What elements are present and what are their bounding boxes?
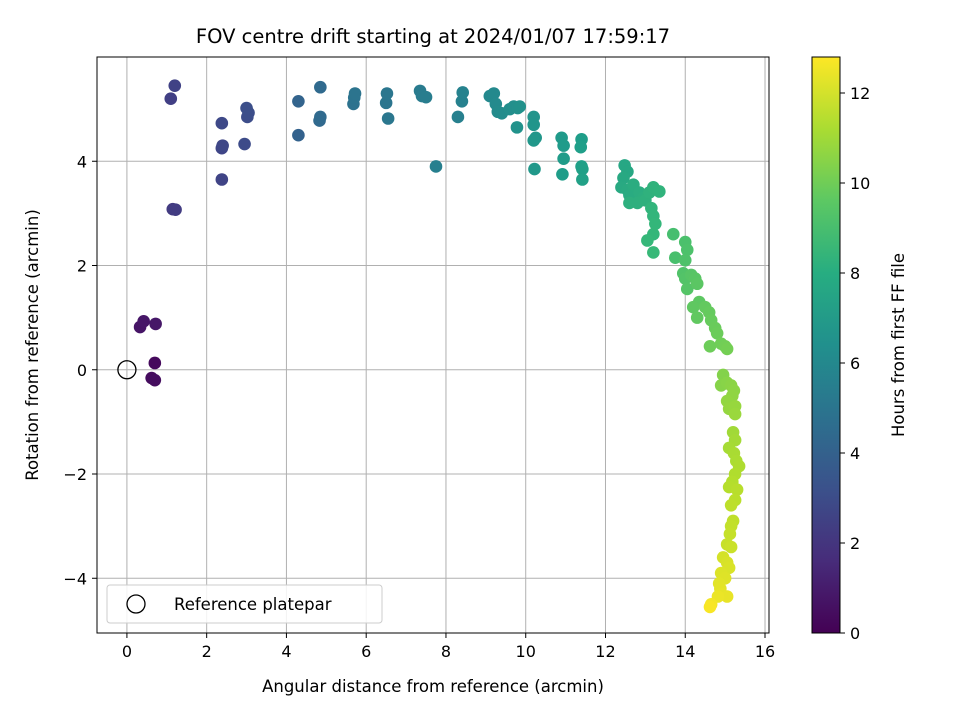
data-point-32 [429,160,443,173]
x-tick-label-1: 2 [202,642,212,661]
data-point-14 [238,137,251,151]
colorbar-tick-label-2: 4 [850,444,860,463]
data-point-50 [528,162,541,176]
data-point-93 [686,300,700,314]
x-tick-label-7: 14 [675,642,695,661]
chart-title: FOV centre drift starting at 2024/01/07 … [196,25,670,48]
legend-marker [126,594,146,614]
legend: Reference platepar [106,584,383,624]
data-point-123 [730,483,744,496]
data-point-10 [215,173,229,186]
grid-lines [97,57,769,633]
y-tick-label-4: 4 [77,152,87,171]
plot-frame [96,56,770,634]
reference-marker-layer [117,360,137,380]
data-point-18 [292,128,305,142]
data-point-49 [527,134,541,147]
x-tick-label-6: 12 [595,642,615,661]
colorbar: 0 2 4 6 8 10 12 Hours from first FF file [811,56,908,643]
data-point-82 [668,251,682,264]
data-point-53 [557,152,570,165]
x-tick-label-8: 16 [755,642,775,661]
data-point-2 [148,373,162,387]
data-point-54 [556,167,569,181]
reference-platepar-marker [117,360,137,380]
data-point-8 [164,92,178,106]
x-axis-ticks: 0 2 4 6 8 10 12 14 16 [122,633,775,661]
x-tick-label-4: 8 [441,642,451,661]
data-point-12 [216,139,229,152]
data-point-31 [419,90,433,104]
data-point-79 [641,234,654,247]
data-point-25 [348,87,362,100]
colorbar-tick-label-6: 12 [850,84,870,103]
data-points [133,79,746,614]
data-point-142 [703,600,717,614]
data-point-77 [649,217,662,231]
data-point-5 [149,317,162,331]
data-point-88 [680,282,694,296]
data-point-85 [678,253,692,267]
legend-entry-label: Reference platepar [174,595,332,614]
colorbar-tick-label-5: 10 [850,174,870,193]
colorbar-ticks: 0 2 4 6 8 10 12 [840,84,870,643]
data-point-80 [647,246,660,259]
x-tick-label-5: 10 [516,642,536,661]
data-point-94 [690,311,704,324]
data-point-37 [487,87,501,100]
data-point-28 [381,112,395,125]
colorbar-tick-label-1: 2 [850,534,860,553]
data-point-84 [680,243,694,257]
data-point-91 [690,277,704,291]
data-point-35 [456,86,470,99]
data-point-4 [137,314,150,328]
y-tick-label-2: 0 [77,361,87,380]
data-point-128 [723,527,737,541]
y-axis-label: Rotation from reference (arcmin) [23,209,42,481]
data-point-99 [710,326,724,340]
x-axis-label: Angular distance from reference (arcmin) [262,677,604,696]
data-point-125 [724,498,738,512]
data-point-130 [724,540,738,554]
x-tick-label-3: 6 [361,642,371,661]
data-point-56 [574,140,588,154]
x-tick-label-0: 0 [122,642,132,661]
legend-box [106,584,383,624]
data-point-21 [314,110,327,124]
data-point-52 [557,139,570,152]
data-point-103 [720,342,734,356]
data-point-74 [653,185,666,198]
data-point-100 [703,340,717,353]
data-point-45 [510,121,524,134]
data-point-13 [215,116,229,130]
colorbar-gradient [811,56,841,634]
y-tick-label-3: 2 [77,257,87,276]
colorbar-tick-label-0: 0 [850,624,860,643]
data-point-58 [576,162,589,176]
data-point-0 [148,356,162,370]
data-point-139 [720,590,734,603]
data-point-26 [379,96,393,110]
data-point-27 [380,87,394,100]
x-tick-label-2: 4 [281,642,291,661]
data-point-47 [527,118,541,132]
data-point-33 [451,110,465,124]
data-point-81 [666,227,680,241]
data-point-22 [314,80,327,94]
data-point-113 [728,407,742,421]
data-point-17 [240,101,253,115]
y-tick-label-1: −2 [63,465,87,484]
colorbar-tick-label-3: 6 [850,354,860,373]
data-point-7 [169,203,182,217]
data-point-44 [513,100,527,113]
data-point-9 [168,79,182,92]
data-point-59 [576,173,589,186]
data-point-19 [292,95,305,108]
y-axis-ticks: −4 −2 0 2 4 [63,152,97,588]
y-tick-label-0: −4 [63,569,87,588]
data-point-62 [617,171,630,185]
colorbar-tick-label-4: 8 [850,264,860,283]
colorbar-label: Hours from first FF file [889,253,908,437]
